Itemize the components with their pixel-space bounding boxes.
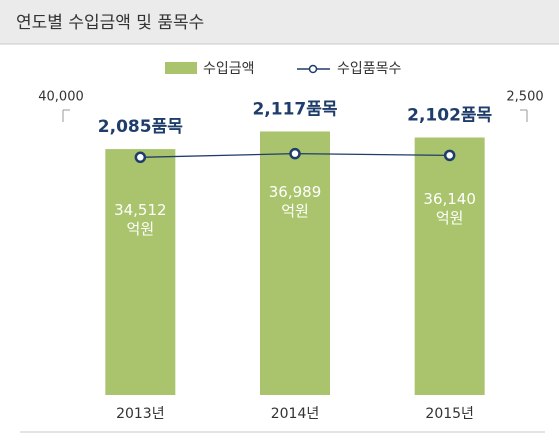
line-value-label: 2,117품목 xyxy=(252,99,337,119)
legend-marker xyxy=(308,64,318,74)
bar xyxy=(105,149,176,395)
line-marker xyxy=(443,149,456,162)
bar xyxy=(414,137,485,395)
x-tick-label: 2013년 xyxy=(116,406,165,422)
bar-value-label: 36,989 억원 xyxy=(268,183,322,221)
legend-swatch xyxy=(165,62,197,74)
line-marker xyxy=(289,147,301,160)
bar-value-label: 36,140 억원 xyxy=(423,189,476,227)
legend-label: 수입금액 xyxy=(203,61,255,77)
line-value-label: 2,085품목 xyxy=(98,117,183,137)
bar-value-label: 34,512 억원 xyxy=(114,201,167,239)
chart-title: 연도별 수입금액 및 품목수 xyxy=(16,13,204,33)
x-tick-label: 2015년 xyxy=(425,406,474,422)
line-value-label: 2,102품목 xyxy=(407,106,492,126)
line-marker xyxy=(134,151,147,164)
header-band xyxy=(0,0,559,44)
y-tick-label: 40,000 xyxy=(38,90,84,105)
bar xyxy=(260,131,330,395)
y2-tick-label: 2,500 xyxy=(506,90,543,105)
legend-label: 수입품목수 xyxy=(337,61,402,77)
x-tick-label: 2014년 xyxy=(271,406,320,422)
